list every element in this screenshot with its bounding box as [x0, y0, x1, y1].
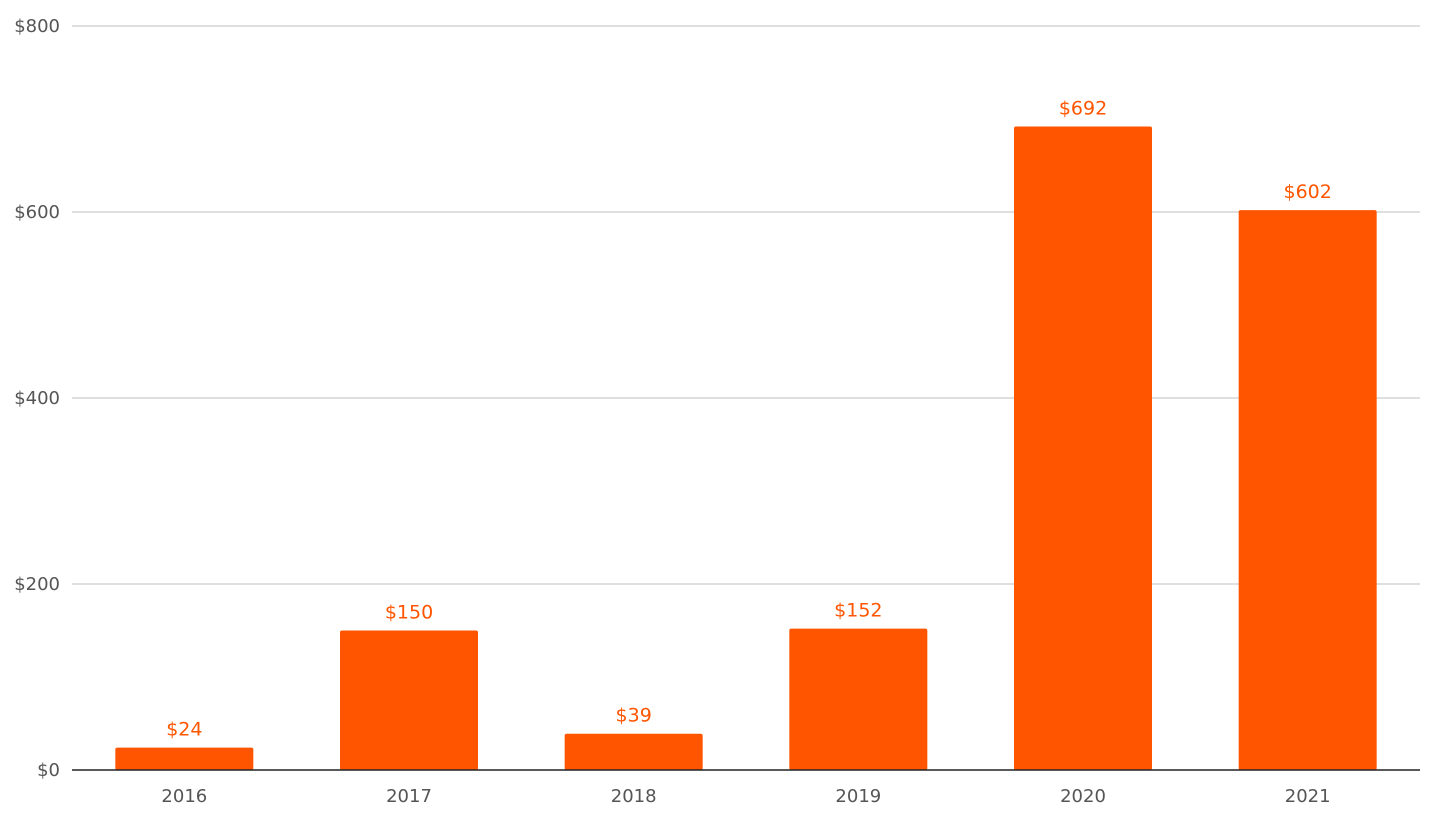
x-tick-label: 2016	[161, 786, 207, 807]
value-label-2021: $602	[1283, 181, 1331, 203]
value-label-2020: $692	[1059, 97, 1107, 119]
y-tick-label: $800	[14, 16, 60, 37]
bar-2018	[564, 733, 703, 770]
gridlines	[72, 25, 1420, 585]
bar-2021	[1238, 210, 1377, 770]
value-label-2018: $39	[616, 705, 652, 727]
bar-2017	[340, 630, 478, 770]
x-tick-label: 2018	[611, 786, 657, 807]
x-axis-tick-labels: 2016 2017 2018 2019 2020 2021	[161, 786, 1330, 807]
y-tick-label: $0	[37, 760, 60, 781]
value-label-2016: $24	[166, 719, 202, 741]
bar-value-labels: $24 $150 $39 $152 $692 $602	[166, 97, 1332, 740]
y-tick-label: $200	[14, 574, 60, 595]
bar-2016	[115, 747, 254, 770]
value-label-2017: $150	[385, 602, 433, 624]
x-tick-label: 2017	[386, 786, 432, 807]
x-tick-label: 2021	[1285, 786, 1331, 807]
bar-2020	[1014, 126, 1152, 770]
y-axis-tick-labels: $0 $200 $400 $600 $800	[14, 16, 60, 781]
x-tick-label: 2019	[835, 786, 881, 807]
bars	[115, 126, 1377, 770]
value-label-2019: $152	[834, 600, 882, 622]
y-tick-label: $400	[14, 388, 60, 409]
y-tick-label: $600	[14, 202, 60, 223]
x-tick-label: 2020	[1060, 786, 1106, 807]
bar-2019	[789, 628, 928, 770]
